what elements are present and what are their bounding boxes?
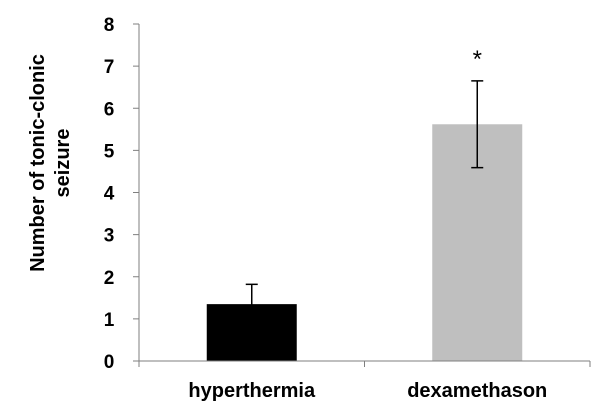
significance-marker: * [473, 46, 482, 73]
y-tick-label: 4 [104, 184, 115, 205]
y-axis-title-line-1: Number of tonic-clonic [27, 54, 49, 272]
y-axis-title: Number of tonic-clonic seizure [27, 54, 74, 272]
y-axis-title-line-2: seizure [52, 129, 74, 198]
y-tick-label: 2 [104, 268, 115, 289]
y-tick-label: 1 [104, 310, 115, 331]
category-label-dexamethason: dexamethason [407, 380, 547, 402]
bars [206, 124, 523, 361]
y-tick-label: 8 [104, 15, 115, 36]
error-bars [245, 80, 484, 325]
category-labels: hyperthermia dexamethason [188, 380, 547, 402]
y-tick-label: 7 [104, 57, 115, 78]
y-tick-label: 5 [104, 141, 115, 162]
annotations: * [473, 46, 482, 73]
axes [138, 24, 591, 367]
category-label-hyperthermia: hyperthermia [188, 380, 316, 402]
y-tick-label: 0 [104, 352, 115, 373]
y-axis-ticks: 0 1 2 3 4 5 6 7 8 [104, 15, 139, 373]
y-tick-label: 6 [104, 99, 115, 120]
y-tick-label: 3 [104, 226, 115, 247]
